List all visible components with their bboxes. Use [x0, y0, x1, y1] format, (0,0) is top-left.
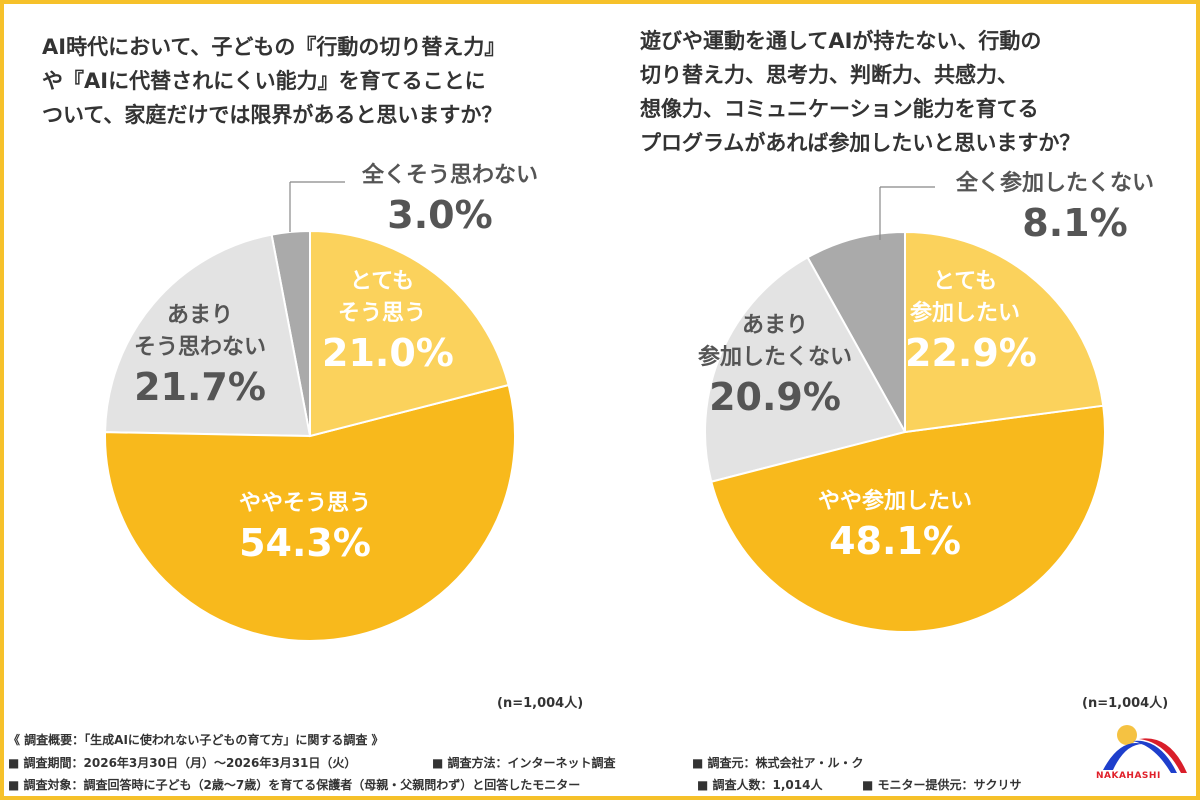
slice-label-2-0: とても 参加したい 22.9% — [905, 269, 1037, 375]
footer-provider: ■ モニター提供元：サクリサ — [862, 778, 1022, 792]
chart-1-title: AI時代において、子どもの『行動の切り替え力』 や『AIに代替されにくい能力』を… — [42, 35, 506, 127]
pie-slice-2-1 — [710, 404, 1106, 633]
slice-label-2-2: あまり 参加したくない 20.9% — [697, 313, 852, 419]
chart-2-title: 遊びや運動を通してAIが持たない、行動の 切り替え力、思考力、判断力、共感力、 … — [640, 29, 1081, 155]
pie-slice-2-0 — [904, 230, 1105, 434]
pie-slice-2-3 — [806, 230, 906, 436]
slice-label-1-1: ややそう思う 54.3% — [238, 491, 371, 565]
footer-period: ■ 調査期間：2026年3月30日（月）～2026年3月31日（火） — [8, 756, 357, 770]
slice-label-2-1: やや参加したい 48.1% — [817, 489, 972, 563]
nakahashi-logo — [1103, 725, 1187, 773]
sample-size-2: (n=1,004人) — [1082, 696, 1169, 711]
footer-count: ■ 調査人数：1,014人 — [697, 778, 823, 792]
footer-target: ■ 調査対象：調査回答時に子ども（2歳～7歳）を育てる保護者（母親・父親問わず）… — [8, 778, 581, 792]
sample-size-1: (n=1,004人) — [497, 696, 584, 711]
pie-slice-1-0 — [309, 229, 510, 438]
footer-method: ■ 調査方法：インターネット調査 — [432, 756, 616, 770]
pie-slice-1-2 — [104, 233, 312, 438]
pie-slice-1-1 — [104, 383, 516, 642]
footer-heading: 《 調査概要：「生成AIに使われない子どもの育て方」に関する調査 》 — [8, 733, 384, 747]
footer-organizer: ■ 調査元：株式会社ア・ル・ク — [692, 756, 864, 770]
slice-label-1-0: とても そう思う 21.0% — [322, 269, 454, 375]
slice-label-2-3: 全く参加したくない 8.1% — [955, 171, 1154, 245]
logo-text: NAKAHASHI — [1096, 771, 1161, 781]
pie-slice-2-2 — [704, 255, 907, 483]
slice-label-1-3: 全くそう思わない 3.0% — [361, 163, 538, 237]
slice-label-1-2: あまり そう思わない 21.7% — [133, 303, 266, 409]
